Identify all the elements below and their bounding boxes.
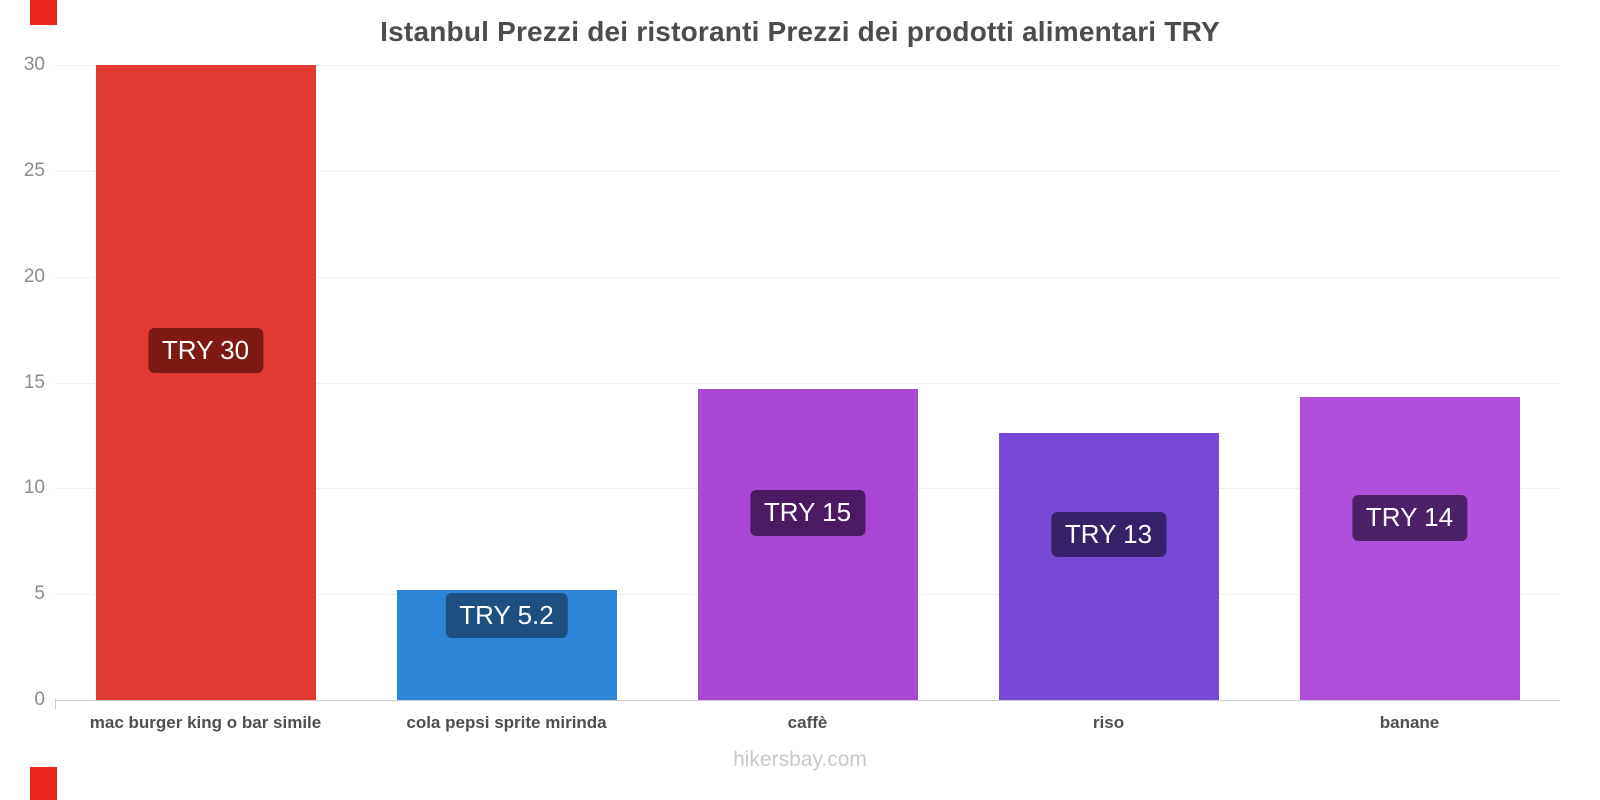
y-axis-tick-label: 10 [23,477,45,499]
x-axis-labels: mac burger king o bar simile cola pepsi s… [55,713,1560,733]
bar-group: TRY 5.2 [356,65,657,700]
y-axis-tick-label: 15 [23,371,45,393]
plot-area: TRY 30 TRY 5.2 TRY 15 TRY 13 TRY 14 [55,65,1560,700]
red-corner-mark-bottom [30,767,57,800]
red-corner-mark-top [30,0,57,25]
x-axis-category-label: caffè [787,713,828,732]
bar-group: TRY 14 [1259,65,1560,700]
y-axis-tick-label: 30 [23,54,45,75]
y-axis-tick-label: 5 [34,583,45,605]
gridline-20 [55,276,1560,278]
bar-1: TRY 30 [95,65,316,700]
y-axis-tick-label: 20 [23,265,45,287]
bar-value-badge: TRY 30 [147,327,264,373]
bar-group: TRY 15 [657,65,958,700]
bar-group: TRY 13 [958,65,1259,700]
gridline-30 [55,65,1560,66]
y-axis-tick-label: 0 [34,689,45,710]
x-axis-category-label: banane [1379,713,1440,732]
bar-value-badge: TRY 15 [749,490,866,536]
bar-3: TRY 15 [697,388,918,700]
bar-4: TRY 13 [998,433,1219,700]
bar-value-badge: TRY 5.2 [445,592,568,639]
bar-value-badge: TRY 13 [1050,511,1167,557]
y-axis-tick-label: 25 [23,159,45,181]
gridline-25 [55,170,1560,172]
bar-value-badge: TRY 14 [1351,495,1468,541]
x-axis-category-label: mac burger king o bar simile [89,713,322,732]
chart-title: Istanbul Prezzi dei ristoranti Prezzi de… [380,16,1220,47]
axis-tick-mark [55,699,56,709]
x-axis-category-label: cola pepsi sprite mirinda [406,713,607,732]
bar-chart: 0 5 10 15 20 25 30 TRY 30 TRY 5.2 TRY 15 TRY 13 TR… [24,54,1560,710]
bar-2: TRY 5.2 [396,589,617,700]
bar-5: TRY 14 [1299,397,1520,700]
watermark-text: hikersbay.com [733,748,867,771]
gridline-0 [55,700,1560,701]
gridline-15 [55,382,1560,384]
bar-group: TRY 30 [55,65,356,700]
x-axis-category-label: riso [1092,713,1125,732]
